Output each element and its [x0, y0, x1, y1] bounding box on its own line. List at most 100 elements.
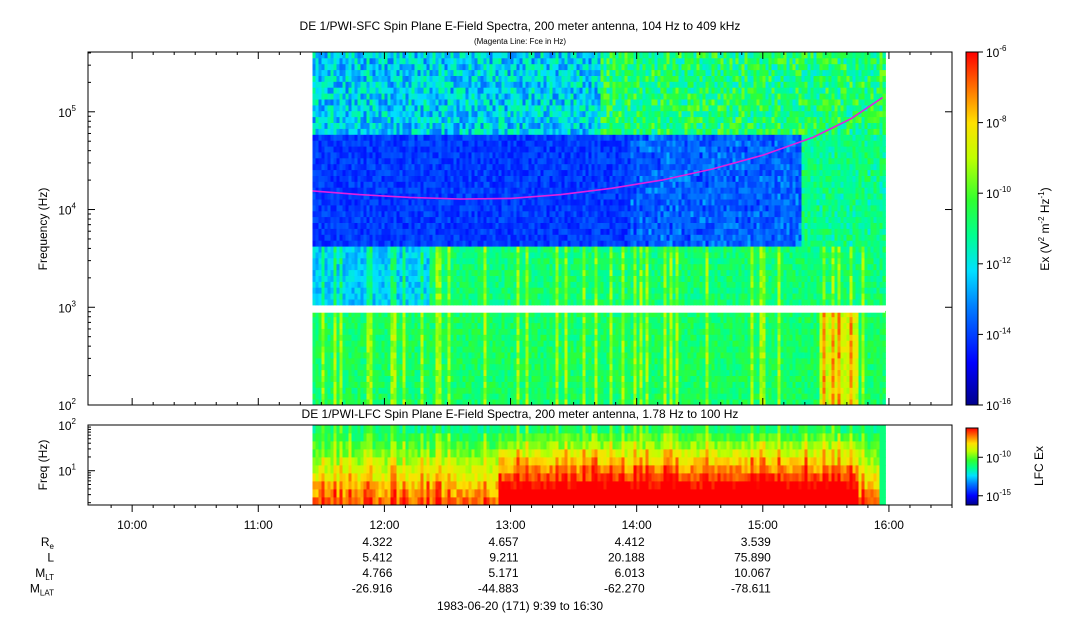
top-spectrogram-cell — [429, 369, 433, 376]
top-spectrogram-cell — [516, 199, 520, 206]
top-spectrogram-cell — [471, 322, 475, 329]
top-spectrogram-cell — [516, 352, 520, 359]
top-spectrogram-cell — [561, 134, 565, 141]
top-spectrogram-cell — [405, 393, 409, 400]
top-spectrogram-cell — [405, 369, 409, 376]
top-spectrogram-cell — [438, 163, 442, 171]
top-spectrogram-cell — [432, 69, 436, 76]
top-spectrogram-cell — [372, 122, 376, 129]
top-spectrogram-cell — [438, 69, 442, 76]
top-spectrogram-cell — [489, 216, 493, 223]
top-spectrogram-cell — [408, 334, 412, 341]
top-spectrogram-cell — [420, 63, 424, 71]
top-spectrogram-cell — [510, 193, 514, 200]
top-spectrogram-cell — [546, 310, 550, 318]
top-spectrogram-cell — [537, 210, 541, 218]
top-spectrogram-cell — [453, 181, 457, 188]
top-spectrogram-cell — [471, 340, 475, 347]
top-spectrogram-cell — [375, 346, 379, 353]
top-spectrogram-cell — [369, 104, 373, 112]
top-spectrogram-cell — [408, 57, 412, 65]
top-spectrogram-cell — [522, 57, 526, 65]
top-spectrogram-cell — [549, 163, 553, 171]
top-spectrogram-cell — [402, 152, 406, 159]
top-spectrogram-cell — [519, 281, 523, 288]
top-spectrogram-cell — [369, 240, 373, 247]
top-spectrogram-cell — [456, 393, 460, 400]
top-spectrogram-cell — [534, 316, 538, 324]
top-spectrogram-cell — [465, 69, 469, 76]
top-spectrogram-cell — [531, 52, 535, 59]
top-spectrogram-cell — [468, 75, 472, 82]
top-spectrogram-cell — [378, 352, 382, 359]
top-spectrogram-cell — [315, 252, 319, 259]
top-spectrogram-cell — [354, 334, 358, 341]
top-spectrogram-cell — [501, 134, 505, 141]
top-spectrogram-cell — [510, 163, 514, 171]
top-spectrogram-cell — [465, 140, 469, 147]
top-spectrogram-cell — [381, 375, 385, 382]
top-spectrogram-cell — [375, 275, 379, 282]
top-spectrogram-cell — [357, 340, 361, 347]
top-spectrogram-cell — [558, 310, 562, 318]
top-spectrogram-cell — [351, 181, 355, 188]
top-spectrogram-cell — [510, 334, 514, 341]
top-spectrogram-cell — [528, 81, 532, 88]
top-spectrogram-cell — [390, 57, 394, 65]
top-spectrogram-cell — [363, 146, 367, 153]
top-spectrogram-cell — [477, 75, 481, 82]
top-spectrogram-cell — [393, 157, 397, 165]
top-spectrogram-cell — [438, 287, 442, 294]
top-spectrogram-cell — [453, 93, 457, 100]
top-spectrogram-cell — [417, 199, 421, 206]
top-spectrogram-cell — [528, 87, 532, 94]
top-spectrogram-cell — [345, 52, 349, 59]
top-spectrogram-cell — [324, 75, 328, 82]
top-spectrogram-cell — [318, 252, 322, 259]
top-spectrogram-cell — [546, 252, 550, 259]
top-spectrogram-cell — [324, 134, 328, 141]
top-spectrogram-cell — [540, 57, 544, 65]
top-spectrogram-cell — [498, 104, 502, 112]
top-spectrogram-cell — [459, 175, 463, 182]
top-spectrogram-cell — [405, 163, 409, 171]
top-spectrogram-cell — [405, 175, 409, 182]
top-spectrogram-cell — [342, 357, 346, 365]
top-spectrogram-cell — [474, 57, 478, 65]
top-spectrogram-cell — [447, 352, 451, 359]
top-spectrogram-cell — [543, 152, 547, 159]
top-spectrogram-cell — [432, 399, 436, 405]
top-spectrogram-cell — [516, 387, 520, 394]
top-spectrogram-cell — [507, 328, 511, 335]
top-spectrogram-cell — [504, 93, 508, 100]
top-spectrogram-cell — [468, 340, 472, 347]
top-spectrogram-cell — [342, 187, 346, 194]
top-spectrogram-cell — [324, 352, 328, 359]
top-spectrogram-cell — [342, 110, 346, 118]
top-spectrogram-cell — [342, 387, 346, 394]
top-spectrogram-cell — [480, 387, 484, 394]
top-spectrogram-cell — [405, 210, 409, 218]
top-spectrogram-cell — [375, 216, 379, 223]
top-spectrogram-cell — [384, 99, 388, 106]
top-spectrogram-cell — [540, 399, 544, 405]
top-spectrogram-cell — [381, 175, 385, 182]
top-spectrogram-cell — [492, 310, 496, 318]
top-spectrogram-cell — [411, 387, 415, 394]
top-spectrogram-cell — [561, 81, 565, 88]
top-spectrogram-cell — [327, 169, 331, 176]
top-spectrogram-cell — [477, 122, 481, 129]
top-spectrogram-cell — [555, 69, 559, 76]
top-spectrogram-cell — [486, 281, 490, 288]
top-spectrogram-cell — [495, 122, 499, 129]
top-spectrogram-cell — [360, 52, 364, 59]
top-spectrogram-cell — [528, 246, 532, 253]
top-spectrogram-cell — [405, 257, 409, 265]
top-spectrogram-cell — [435, 205, 439, 212]
top-spectrogram-cell — [561, 346, 565, 353]
top-spectrogram-cell — [462, 69, 466, 76]
top-spectrogram-cell — [504, 216, 508, 223]
top-spectrogram-cell — [330, 187, 334, 194]
top-spectrogram-cell — [411, 381, 415, 388]
top-spectrogram-cell — [552, 87, 556, 94]
